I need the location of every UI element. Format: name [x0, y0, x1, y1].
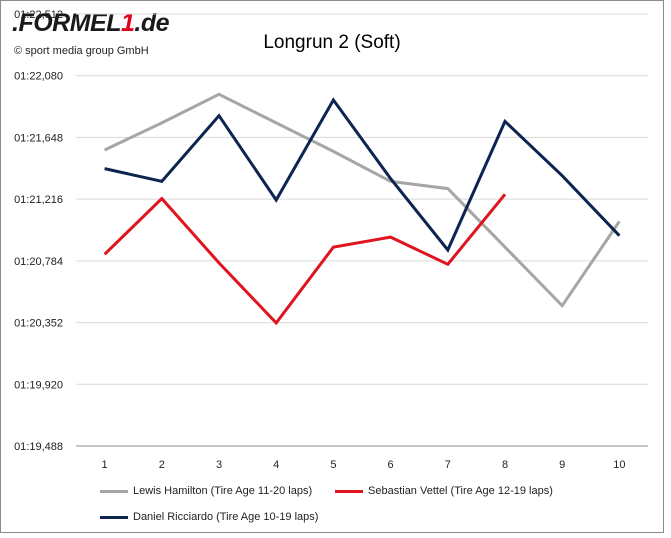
- legend-label: Lewis Hamilton (Tire Age 11-20 laps): [133, 485, 313, 497]
- x-tick-label: 5: [330, 459, 336, 471]
- y-tick-label: 01:21,216: [14, 194, 63, 206]
- y-tick-label: 01:19,488: [14, 441, 63, 453]
- legend-swatch: [335, 489, 363, 493]
- legend-label: Daniel Ricciardo (Tire Age 10-19 laps): [133, 511, 319, 523]
- x-tick-label: 9: [559, 459, 565, 471]
- x-tick-label: 4: [273, 459, 279, 471]
- y-tick-label: 01:22,080: [14, 71, 63, 83]
- x-tick-label: 10: [613, 459, 625, 471]
- y-tick-label: 01:19,920: [14, 379, 63, 391]
- series-lines: [103, 92, 621, 326]
- legend-swatch: [100, 489, 128, 493]
- y-tick-label: 01:20,784: [14, 256, 63, 268]
- series-line-1: [103, 193, 507, 326]
- x-axis-tick-labels: 1 2 3 4 5 6 7 8 9 10: [102, 459, 626, 471]
- copyright-notice: © sport media group GmbH: [14, 45, 149, 57]
- series-line-2: [104, 97, 621, 253]
- x-tick-label: 8: [502, 459, 508, 471]
- x-tick-label: 2: [159, 459, 165, 471]
- legend-entry-hamilton: Lewis Hamilton (Tire Age 11-20 laps): [100, 485, 312, 497]
- grid-lines: [76, 13, 648, 447]
- legend-swatch: [100, 515, 128, 519]
- legend-entry-ricciardo: Daniel Ricciardo (Tire Age 10-19 laps): [100, 511, 318, 523]
- chart-title: Longrun 2 (Soft): [263, 32, 401, 53]
- x-tick-label: 6: [388, 459, 394, 471]
- y-tick-label: 01:22,512: [14, 9, 63, 21]
- legend-label: Sebastian Vettel (Tire Age 12-19 laps): [368, 485, 553, 497]
- legend-entry-vettel: Sebastian Vettel (Tire Age 12-19 laps): [335, 485, 553, 497]
- y-tick-label: 01:20,352: [14, 318, 63, 330]
- series-line-0: [103, 92, 621, 309]
- y-axis-tick-labels: 01:19,488 01:19,920 01:20,352 01:20,784 01:2…: [14, 9, 63, 453]
- y-tick-label: 01:21,648: [14, 132, 63, 144]
- x-tick-label: 7: [445, 459, 451, 471]
- x-tick-label: 1: [102, 459, 108, 471]
- x-tick-label: 3: [216, 459, 222, 471]
